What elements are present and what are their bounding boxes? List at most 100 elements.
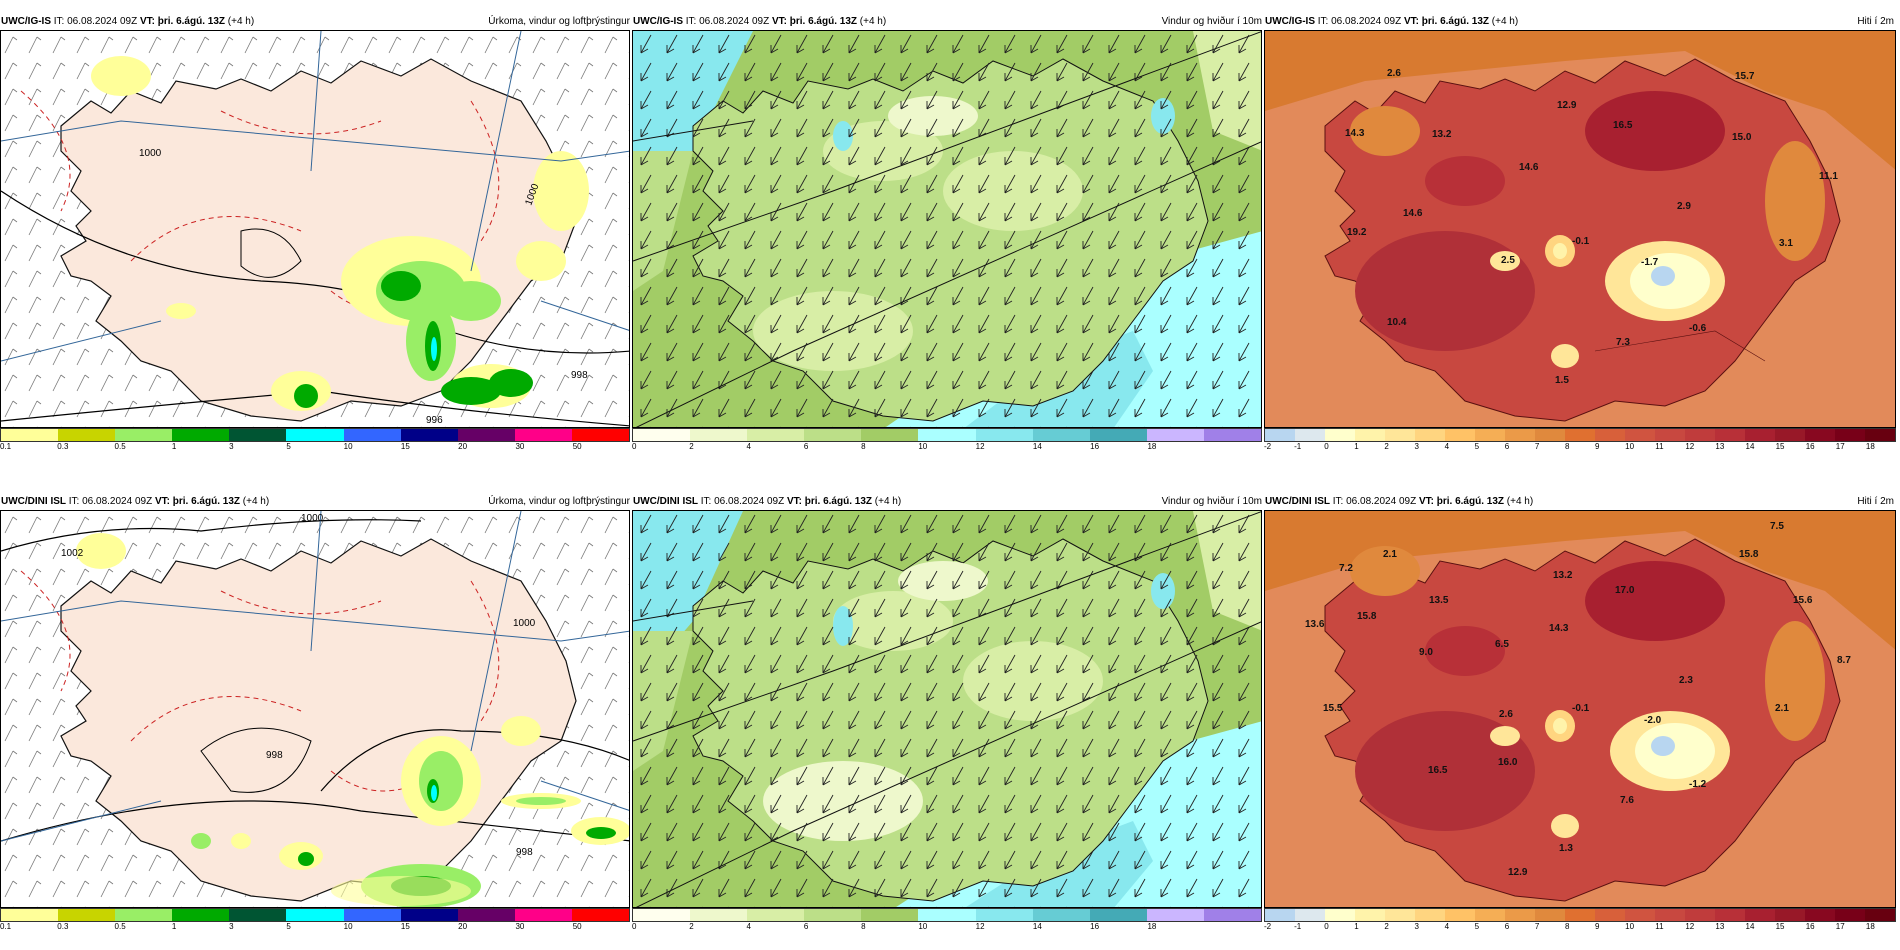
temp-value: 12.9 bbox=[1508, 867, 1528, 878]
precip-map[interactable]: 1000 1002 1000 998 998 bbox=[0, 510, 630, 908]
lead-time: (+4 h) bbox=[859, 16, 887, 27]
panel-title: Úrkoma, vindur og loftþrýstingur bbox=[488, 16, 630, 27]
precip-colorbar-cell bbox=[571, 909, 630, 921]
temp-colorbar-cell bbox=[1505, 909, 1535, 921]
temp-value: 2.9 bbox=[1677, 201, 1691, 212]
wind-colorbar-label: 6 bbox=[803, 442, 809, 451]
precip-colorbar-cell bbox=[1, 909, 59, 921]
precip-colorbar-cell bbox=[343, 429, 401, 441]
precip-map[interactable]: 1000 998 996 1000 bbox=[0, 30, 630, 428]
precip-colorbar-label: 1 bbox=[171, 922, 177, 931]
precip-areas bbox=[91, 56, 589, 411]
temp-value: 6.5 bbox=[1495, 639, 1509, 650]
wind-colorbar-cell bbox=[633, 429, 691, 441]
precip-colorbar-cell bbox=[457, 429, 515, 441]
temp-colorbar-label: 17 bbox=[1835, 442, 1845, 451]
precip-colorbar: 0.1 0.3 0.5 1 3 5 10 15 20 30 50 bbox=[0, 428, 630, 451]
temp-colorbar-label: 11 bbox=[1655, 922, 1664, 931]
precip-colorbar-labels: 0.1 0.3 0.5 1 3 5 10 15 20 30 50 bbox=[0, 442, 630, 452]
wind-colorbar-label: 4 bbox=[746, 922, 751, 931]
temp-colorbar-label: 14 bbox=[1745, 922, 1755, 931]
temp-colorbar-label: 5 bbox=[1474, 922, 1480, 931]
temp-colorbar-cell bbox=[1685, 429, 1715, 441]
wind-colorbar-cell bbox=[690, 429, 748, 441]
pressure-label: 1000 bbox=[513, 618, 536, 629]
temp-colorbar-cell bbox=[1685, 909, 1715, 921]
precip-colorbar-label: 0.5 bbox=[114, 922, 126, 931]
wind-colorbar-label: 2 bbox=[689, 442, 694, 451]
temp-colorbar-label: 15 bbox=[1775, 442, 1785, 451]
wind-colorbar-label: 10 bbox=[918, 922, 928, 931]
wind-colorbar-cell bbox=[918, 429, 976, 441]
wind-colorbar-cells bbox=[632, 428, 1262, 442]
temp-colorbar-label: 4 bbox=[1444, 442, 1450, 451]
wind-map[interactable] bbox=[632, 510, 1262, 908]
temp-map[interactable]: 7.5 7.2 2.1 15.8 13.2 17.0 13.6 15.8 13.… bbox=[1264, 510, 1896, 908]
precip-colorbar-cell bbox=[1, 429, 59, 441]
wind-map[interactable] bbox=[632, 30, 1262, 428]
temp-colorbar-cell bbox=[1265, 909, 1295, 921]
temp-colorbar-cell bbox=[1835, 429, 1865, 441]
wind-colorbar-cell bbox=[1032, 429, 1090, 441]
wind-colorbar-cell bbox=[1146, 909, 1204, 921]
precip-colorbar-cell bbox=[58, 429, 116, 441]
wind-colorbar-label: 10 bbox=[918, 442, 928, 451]
wind-colorbar-cell bbox=[633, 909, 691, 921]
temp-value: 7.6 bbox=[1620, 795, 1634, 806]
wind-colorbar-cell bbox=[975, 909, 1033, 921]
temp-value: 7.5 bbox=[1770, 521, 1784, 532]
temp-colorbar-cell bbox=[1325, 429, 1355, 441]
temp-colorbar-cell bbox=[1265, 429, 1295, 441]
temp-value: 15.8 bbox=[1357, 611, 1377, 622]
lead-time: (+4 h) bbox=[1506, 496, 1534, 507]
temp-colorbar: -2 -1 0 1 2 3 4 5 6 7 8 9 10 11 12 13 14 15 16 17 18 bbox=[1264, 908, 1896, 931]
temp-colorbar-labels: -2 -1 0 1 2 3 4 5 6 7 8 9 10 11 12 13 14 15 16 17 18 bbox=[1264, 442, 1896, 452]
it-label: IT: bbox=[1317, 16, 1329, 27]
temp-map[interactable]: 2.6 12.9 15.7 14.3 13.2 16.5 15.0 14.6 1… bbox=[1264, 30, 1896, 428]
precip-colorbar-label: 0.5 bbox=[114, 442, 126, 451]
precip-colorbar-cell bbox=[115, 909, 173, 921]
temp-colorbar-cells bbox=[1264, 908, 1896, 922]
precip-colorbar-cell bbox=[229, 909, 287, 921]
precip-colorbar-label: 50 bbox=[572, 442, 582, 451]
temp-colorbar-cell bbox=[1445, 909, 1475, 921]
temp-colorbar-label: 6 bbox=[1504, 922, 1510, 931]
wind-colorbar-cell bbox=[1089, 909, 1147, 921]
precip-colorbar-label: 3 bbox=[229, 922, 234, 931]
model-name: UWC/IG-IS bbox=[1, 16, 51, 27]
wind-colorbar-labels: 0 2 4 6 8 10 12 14 16 18 bbox=[632, 442, 1262, 452]
wind-colorbar-cell bbox=[1032, 909, 1090, 921]
precip-colorbar-cell bbox=[400, 909, 458, 921]
wind-colorbar-cell bbox=[747, 909, 805, 921]
temp-value: 15.6 bbox=[1793, 595, 1813, 606]
temp-colorbar-cell bbox=[1715, 909, 1745, 921]
pressure-label: 996 bbox=[426, 415, 443, 426]
temp-colorbar-cells bbox=[1264, 428, 1896, 442]
temp-value: 11.1 bbox=[1819, 171, 1838, 182]
precip-colorbar-cell bbox=[58, 909, 116, 921]
it-label: IT: bbox=[700, 496, 712, 507]
temp-colorbar-label: 1 bbox=[1354, 442, 1359, 451]
wind-colorbar-cell bbox=[1089, 429, 1147, 441]
temp-colorbar-cell bbox=[1505, 429, 1535, 441]
temp-colorbar-label: 2 bbox=[1384, 922, 1389, 931]
wind-colorbar-cell bbox=[804, 429, 862, 441]
precip-colorbar-cells bbox=[0, 428, 630, 442]
wind-colorbar: 0 2 4 6 8 10 12 14 16 18 bbox=[632, 428, 1262, 451]
temp-value: 7.2 bbox=[1339, 563, 1353, 574]
vt-label: VT: bbox=[771, 16, 787, 27]
temp-colorbar-cell bbox=[1805, 909, 1835, 921]
temp-colorbar-label: 6 bbox=[1504, 442, 1510, 451]
temp-value: 1.3 bbox=[1559, 843, 1573, 854]
precip-colorbar-label: 10 bbox=[343, 442, 353, 451]
temp-colorbar-cell bbox=[1655, 909, 1685, 921]
precip-colorbar-cell bbox=[286, 909, 344, 921]
temp-colorbar: -2 -1 0 1 2 3 4 5 6 7 8 9 10 11 12 13 14 15 16 17 18 bbox=[1264, 428, 1896, 451]
precip-colorbar-cell bbox=[172, 909, 230, 921]
panel-wind-row2: UWC/DINI ISL IT: 06.08.2024 09Z VT: þri.… bbox=[632, 494, 1264, 944]
temp-value: 3.1 bbox=[1779, 238, 1793, 249]
it-value: 06.08.2024 09Z bbox=[699, 16, 770, 27]
precip-colorbar-cell bbox=[400, 429, 458, 441]
precip-colorbar-label: 1 bbox=[171, 442, 177, 451]
panel-header: UWC/DINI ISL IT: 06.08.2024 09Z VT: þri.… bbox=[1264, 494, 1896, 510]
